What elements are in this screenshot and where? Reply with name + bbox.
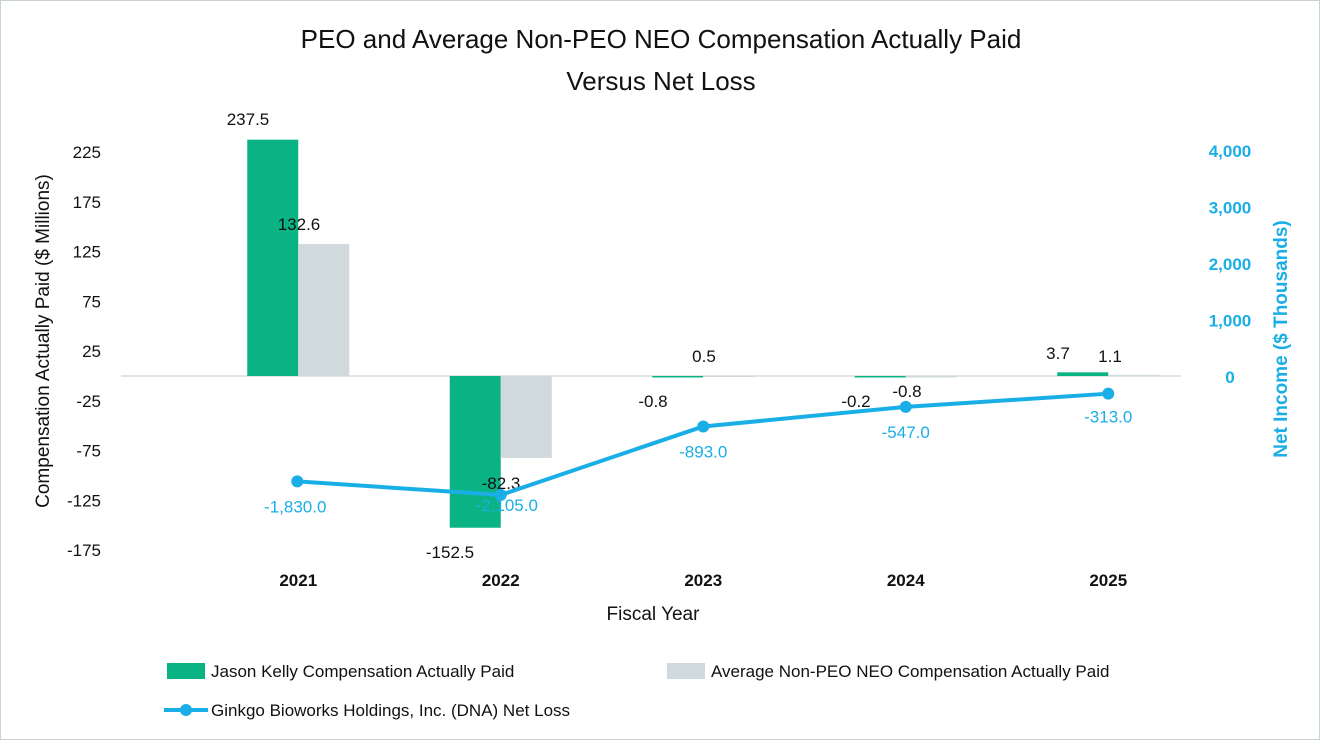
data-label-net-loss: -2,105.0 xyxy=(476,496,538,515)
bar-peo-2025 xyxy=(1057,372,1109,376)
data-label-net-loss: -547.0 xyxy=(882,423,930,442)
bar-peo-2023 xyxy=(652,376,704,378)
bar-neo-2024 xyxy=(905,376,957,378)
bar-peo-2024 xyxy=(854,376,906,378)
y2-axis-title: Net Income ($ Thousands) xyxy=(1271,220,1292,458)
legend-swatch-peo xyxy=(167,663,205,679)
legend: Jason Kelly Compensation Actually Paid Av… xyxy=(164,662,1109,720)
net-loss-point-2023 xyxy=(697,420,710,433)
chart-title-line2: Versus Net Loss xyxy=(566,66,755,96)
net-loss-point-2025 xyxy=(1102,387,1115,400)
data-label-net-loss: -1,830.0 xyxy=(264,497,326,516)
data-label-peo: 3.7 xyxy=(1046,344,1070,363)
data-label-peo: -0.2 xyxy=(841,392,870,411)
y2-tick-label: 2,000 xyxy=(1209,255,1252,274)
y-axis-title: Compensation Actually Paid ($ Millions) xyxy=(33,174,54,508)
bar-neo-2023 xyxy=(703,375,755,378)
x-tick-label: 2022 xyxy=(482,571,520,590)
y-tick-label: 175 xyxy=(73,193,101,212)
net-loss-point-2022 xyxy=(494,488,507,501)
bar-neo-2022 xyxy=(500,376,552,458)
legend-label-peo: Jason Kelly Compensation Actually Paid xyxy=(211,662,514,681)
legend-label-net-loss: Ginkgo Bioworks Holdings, Inc. (DNA) Net… xyxy=(211,701,570,720)
y-tick-label: 125 xyxy=(73,243,101,262)
data-label-peo: -152.5 xyxy=(426,543,474,562)
net-loss-point-2021 xyxy=(291,475,304,488)
plot-area: 225 175 125 75 25 -25 -75 -125 -175 4,000 3,000 2,0… xyxy=(67,110,1251,590)
data-label-neo: -82.3 xyxy=(482,474,521,493)
legend-swatch-marker xyxy=(180,704,192,716)
y2-tick-label: 0 xyxy=(1225,368,1234,387)
bar-peo-2021 xyxy=(247,139,299,376)
chart-title-line1: PEO and Average Non-PEO NEO Compensation… xyxy=(301,24,1022,54)
data-label-neo: 132.6 xyxy=(278,215,321,234)
y2-tick-label: 3,000 xyxy=(1209,199,1252,218)
data-label-peo: -0.8 xyxy=(638,392,667,411)
y-tick-label: -75 xyxy=(76,442,101,461)
data-label-neo: -0.8 xyxy=(892,382,921,401)
data-label-peo: 237.5 xyxy=(227,110,270,129)
x-tick-label: 2021 xyxy=(279,571,317,590)
y-tick-label: -175 xyxy=(67,541,101,560)
bar-neo-2025 xyxy=(1108,374,1160,377)
bar-neo-2021 xyxy=(298,244,350,376)
data-label-net-loss: -313.0 xyxy=(1084,408,1132,427)
legend-swatch-neo xyxy=(667,663,705,679)
bar-peo-2022 xyxy=(449,376,501,528)
y2-tick-label: 1,000 xyxy=(1209,312,1252,331)
y2-tick-label: 4,000 xyxy=(1209,142,1252,161)
y-tick-label: 25 xyxy=(82,342,101,361)
y-tick-label: -125 xyxy=(67,491,101,510)
y-tick-label: 75 xyxy=(82,292,101,311)
data-label-neo: 1.1 xyxy=(1098,347,1122,366)
x-tick-label: 2023 xyxy=(684,571,722,590)
data-label-neo: 0.5 xyxy=(692,347,716,366)
x-tick-label: 2024 xyxy=(887,571,925,590)
y-tick-label: -25 xyxy=(76,392,101,411)
x-axis-title: Fiscal Year xyxy=(607,604,701,625)
legend-label-neo: Average Non-PEO NEO Compensation Actuall… xyxy=(711,662,1109,681)
y-tick-label: 225 xyxy=(73,143,101,162)
net-loss-point-2024 xyxy=(899,400,912,413)
x-tick-label: 2025 xyxy=(1089,571,1127,590)
data-label-net-loss: -893.0 xyxy=(679,442,727,461)
